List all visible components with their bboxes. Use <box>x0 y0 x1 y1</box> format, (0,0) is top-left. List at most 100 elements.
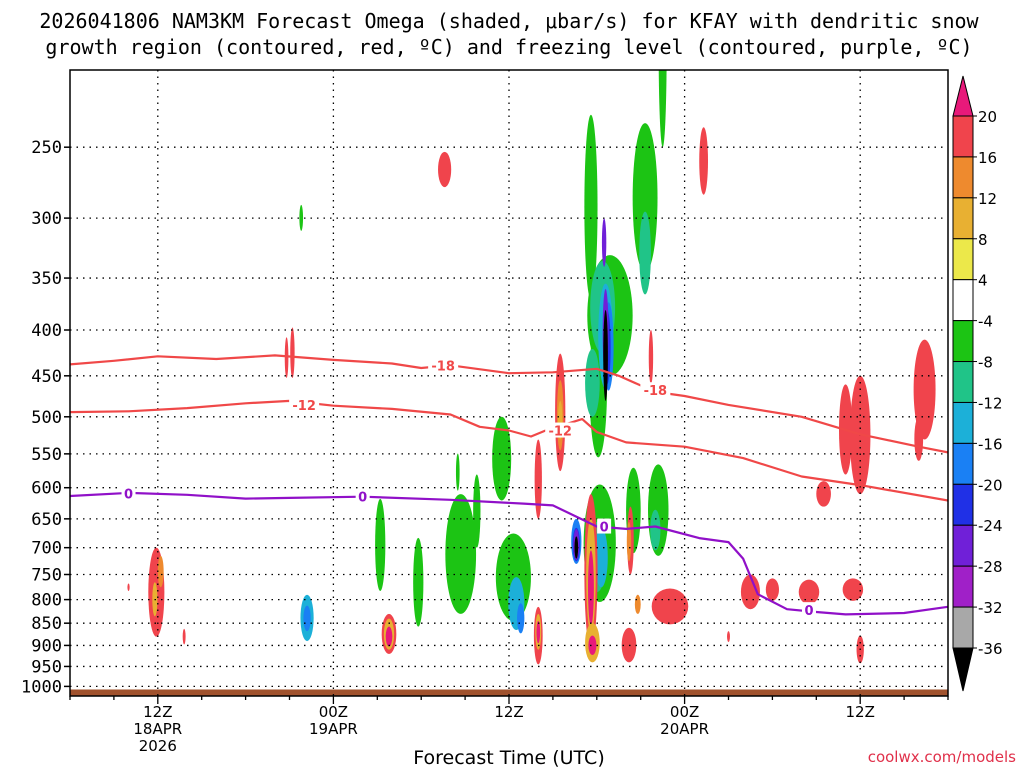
contour-label-bg <box>355 488 370 504</box>
omega-cell <box>473 474 481 548</box>
omega-cell <box>413 537 424 627</box>
omega-cell <box>594 527 608 588</box>
dendritic-contour <box>70 354 948 454</box>
colorbar-label: 12 <box>978 190 997 208</box>
omega-cell <box>157 555 164 588</box>
omega-cell <box>445 494 477 614</box>
omega-cell <box>601 218 607 267</box>
y-tick-label: 950 <box>31 657 62 677</box>
omega-cell <box>588 635 597 656</box>
omega-cell <box>574 536 579 559</box>
colorbar-swatch <box>952 401 974 444</box>
omega-cell <box>127 583 130 591</box>
omega-cell <box>517 603 525 634</box>
credit-link[interactable]: coolwx.com/models <box>868 748 1016 766</box>
omega-cell <box>438 151 452 188</box>
colorbar-label: -4 <box>978 313 993 331</box>
omega-cell <box>534 439 542 519</box>
colorbar-swatch <box>952 524 974 567</box>
colorbar-swatch <box>952 320 974 363</box>
y-tick-label: 600 <box>31 479 62 499</box>
colorbar-swatch <box>952 115 974 158</box>
contour-label: 0 <box>804 604 813 619</box>
ground-fill <box>70 689 948 696</box>
y-tick-label: 700 <box>31 539 62 559</box>
colorbar-label: -12 <box>978 394 1003 412</box>
colorbar-swatch <box>952 197 974 240</box>
y-tick-label: 250 <box>31 138 62 158</box>
colorbar-label: -20 <box>978 476 1003 494</box>
y-tick-label: 300 <box>31 209 62 229</box>
omega-cell <box>299 204 304 231</box>
y-tick-label: 900 <box>31 636 62 656</box>
colorbar-label: -36 <box>978 640 1003 658</box>
omega-cell <box>455 453 460 491</box>
omega-cell <box>290 327 295 378</box>
colorbar-swatch <box>952 361 974 403</box>
colorbar-swatch <box>952 483 974 526</box>
y-tick-label: 550 <box>31 445 62 465</box>
y-tick-label: 450 <box>31 367 62 387</box>
omega-cell <box>588 550 594 626</box>
grid-lines <box>70 70 948 696</box>
ground-surface <box>70 689 948 696</box>
y-tick-label: 650 <box>31 510 62 530</box>
colorbar-bottom-arrow <box>952 647 974 692</box>
x-axis-title: Forecast Time (UTC) <box>413 747 604 768</box>
contour-label: -18 <box>431 359 455 374</box>
contour-label: 0 <box>124 487 133 502</box>
omega-cell <box>727 631 730 643</box>
omega-cell <box>842 578 864 601</box>
omega-cell <box>634 594 641 614</box>
omega-cell <box>303 605 311 632</box>
omega-cell <box>651 588 689 625</box>
colorbar-label: -24 <box>978 517 1003 535</box>
omega-cell <box>603 310 608 401</box>
omega-cell <box>765 578 779 601</box>
omega-cell <box>492 416 512 501</box>
omega-cell <box>182 628 186 645</box>
y-tick-label: 350 <box>31 269 62 289</box>
omega-cell <box>284 337 289 378</box>
x-tick-label: 20APR <box>660 720 709 738</box>
contour-label-bg <box>597 518 612 534</box>
omega-cell <box>658 70 667 148</box>
omega-cell <box>699 127 709 195</box>
chart-title-line-1: 2026041806 NAM3KM Forecast Omega (shaded… <box>39 9 979 33</box>
y-tick-label: 850 <box>31 614 62 634</box>
colorbar-label: 20 <box>978 108 997 126</box>
omega-cell <box>626 521 632 562</box>
colorbar-label: 8 <box>978 231 988 249</box>
contour-label-bg <box>428 357 459 373</box>
omega-cell <box>816 481 831 507</box>
x-tick-label: 00Z <box>319 703 348 721</box>
contour-label-bg <box>289 396 320 412</box>
colorbar-swatch <box>952 279 974 322</box>
x-tick-label: 19APR <box>309 720 358 738</box>
y-tick-label: 1000 <box>21 677 62 697</box>
colorbar-swatch <box>952 238 974 281</box>
omega-cell <box>621 627 637 663</box>
omega-cell <box>798 579 820 605</box>
x-tick-label: 12Z <box>494 703 523 721</box>
x-tick-label: 12Z <box>143 703 172 721</box>
omega-cell <box>632 123 658 273</box>
omega-cell <box>913 339 936 440</box>
contour-label: -18 <box>644 384 668 399</box>
contour-label: 0 <box>600 521 609 536</box>
omega-cell <box>584 114 598 300</box>
y-axis: 2503003504004505005506006507007508008509… <box>21 138 70 697</box>
colorbar-label: -16 <box>978 435 1003 453</box>
colorbar: 20 16 12 8 4 -4 -8 -12 -16 -20 -24 -28 -32 -36 <box>952 75 1003 692</box>
colorbar-label: -8 <box>978 354 993 372</box>
contour-label-bg <box>801 602 816 618</box>
colorbar-swatch <box>952 442 974 485</box>
colorbar-label: -28 <box>978 558 1003 576</box>
contour-label: 0 <box>358 491 367 506</box>
colorbar-label: 16 <box>978 149 997 167</box>
colorbar-top-arrow <box>952 75 974 117</box>
omega-cell <box>385 626 393 647</box>
contour-label-bg <box>121 485 136 501</box>
